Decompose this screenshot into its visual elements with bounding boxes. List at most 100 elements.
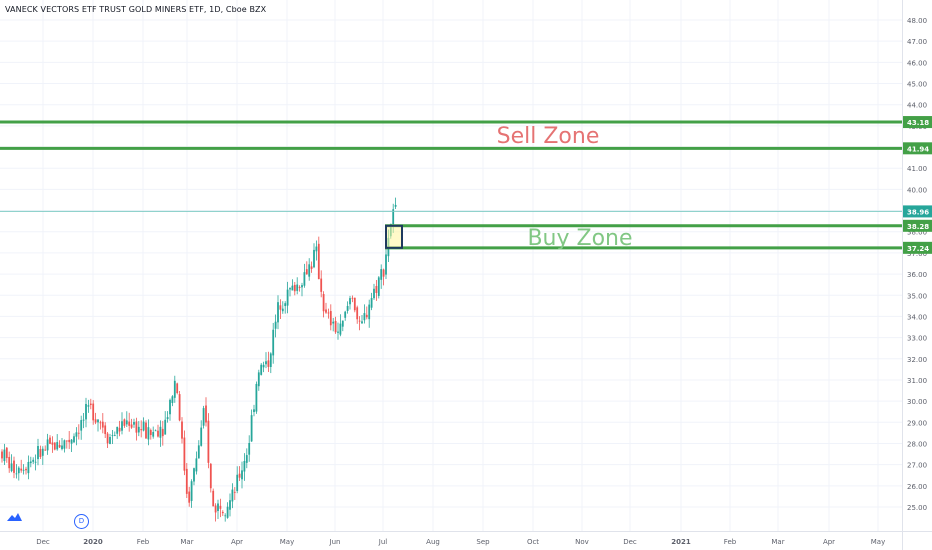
candle-body — [25, 468, 27, 471]
candle-body — [353, 297, 356, 311]
candle-body — [130, 424, 133, 428]
price-level-label-bg — [903, 142, 932, 155]
candle-body — [118, 427, 121, 432]
candle-body — [279, 305, 282, 310]
candle-body — [22, 469, 25, 471]
candle-body — [53, 442, 56, 450]
candle-body — [128, 421, 131, 426]
candle-body — [327, 312, 330, 314]
candle-body — [260, 364, 263, 375]
candle-body — [44, 449, 47, 451]
candle-body — [161, 428, 164, 437]
price-tick-label: 28.00 — [907, 440, 927, 448]
candle-body — [214, 505, 217, 513]
price-tick-label: 37.00 — [907, 250, 927, 258]
price-tick-label: 29.00 — [907, 419, 927, 427]
candle-body — [113, 435, 116, 437]
candle-body — [370, 297, 373, 308]
candle-body — [253, 409, 255, 413]
candle-body — [301, 285, 303, 288]
candle-body — [245, 455, 248, 463]
time-tick-label: Apr — [823, 538, 835, 546]
candle-body — [17, 467, 20, 474]
sell-zone-annotation[interactable]: Sell Zone — [497, 124, 600, 149]
candle-body — [238, 473, 241, 478]
candle-body — [29, 461, 32, 464]
candle-body — [368, 304, 371, 320]
candle-body — [5, 447, 8, 459]
candle-body — [205, 405, 207, 423]
candle-body — [8, 456, 11, 469]
candle-body — [317, 243, 320, 280]
candle-body — [39, 449, 42, 457]
candle-body — [382, 269, 385, 277]
candle-body — [277, 302, 279, 323]
candle-body — [149, 430, 152, 435]
price-tick-label: 35.00 — [907, 292, 927, 300]
price-tick-label: 26.00 — [907, 483, 927, 491]
candle-body — [99, 422, 102, 424]
price-tick-label: 41.00 — [907, 165, 927, 173]
candle-body — [265, 361, 267, 365]
candle-body — [341, 320, 344, 327]
candle-body — [15, 473, 18, 475]
candle-body — [34, 461, 37, 463]
candle-body — [10, 463, 13, 472]
time-tick-label: Sep — [476, 538, 490, 546]
candle-body — [185, 468, 188, 494]
candle-body — [361, 321, 363, 324]
candle-body — [262, 364, 265, 368]
candle-body — [164, 419, 167, 435]
candle-body — [236, 474, 239, 492]
candle-body — [20, 468, 23, 471]
time-tick-label: Dec — [36, 538, 50, 546]
candle-body — [250, 415, 253, 442]
candle-body — [106, 433, 109, 444]
candle-body — [41, 448, 44, 456]
candle-body — [293, 284, 296, 292]
time-tick-label: 2020 — [83, 538, 103, 546]
candle-body — [152, 432, 155, 437]
time-tick-label: Dec — [623, 538, 637, 546]
candle-body — [224, 515, 227, 517]
candle-body — [255, 383, 258, 412]
candle-body — [272, 329, 275, 356]
candle-body — [101, 421, 104, 428]
price-level-label: 43.18 — [907, 119, 929, 127]
dividend-marker-badge[interactable]: D — [74, 514, 89, 529]
candle-body — [392, 209, 395, 225]
price-tick-label: 46.00 — [907, 59, 927, 67]
candle-body — [32, 459, 35, 462]
candle-body — [181, 421, 183, 439]
price-tick-label: 36.00 — [907, 271, 927, 279]
candle-body — [346, 305, 349, 311]
candle-body — [305, 269, 308, 275]
candle-body — [289, 288, 291, 290]
candle-body — [159, 426, 162, 438]
candle-body — [229, 500, 231, 510]
candle-body — [123, 419, 126, 426]
candle-body — [195, 458, 198, 472]
candle-body — [166, 417, 169, 420]
price-tick-label: 47.00 — [907, 38, 927, 46]
time-tick-label: May — [871, 538, 885, 546]
candle-body — [241, 470, 243, 480]
price-level-label-bg — [903, 219, 932, 232]
time-tick-label: Feb — [724, 538, 737, 546]
candle-body — [49, 437, 51, 444]
time-tick-label: Apr — [231, 538, 243, 546]
candle-body — [37, 446, 39, 460]
candle-body — [202, 408, 205, 426]
price-tick-label: 32.00 — [907, 356, 927, 364]
tradingview-logo-icon[interactable] — [6, 512, 23, 522]
price-tick-label: 40.00 — [907, 186, 927, 194]
candle-body — [385, 254, 387, 275]
buy-zone-annotation[interactable]: Buy Zone — [527, 226, 632, 251]
candle-body — [221, 511, 224, 514]
highlight-box[interactable] — [385, 224, 403, 249]
price-level-label: 41.94 — [907, 145, 929, 153]
candle-body — [334, 320, 337, 333]
candle-body — [121, 421, 123, 431]
